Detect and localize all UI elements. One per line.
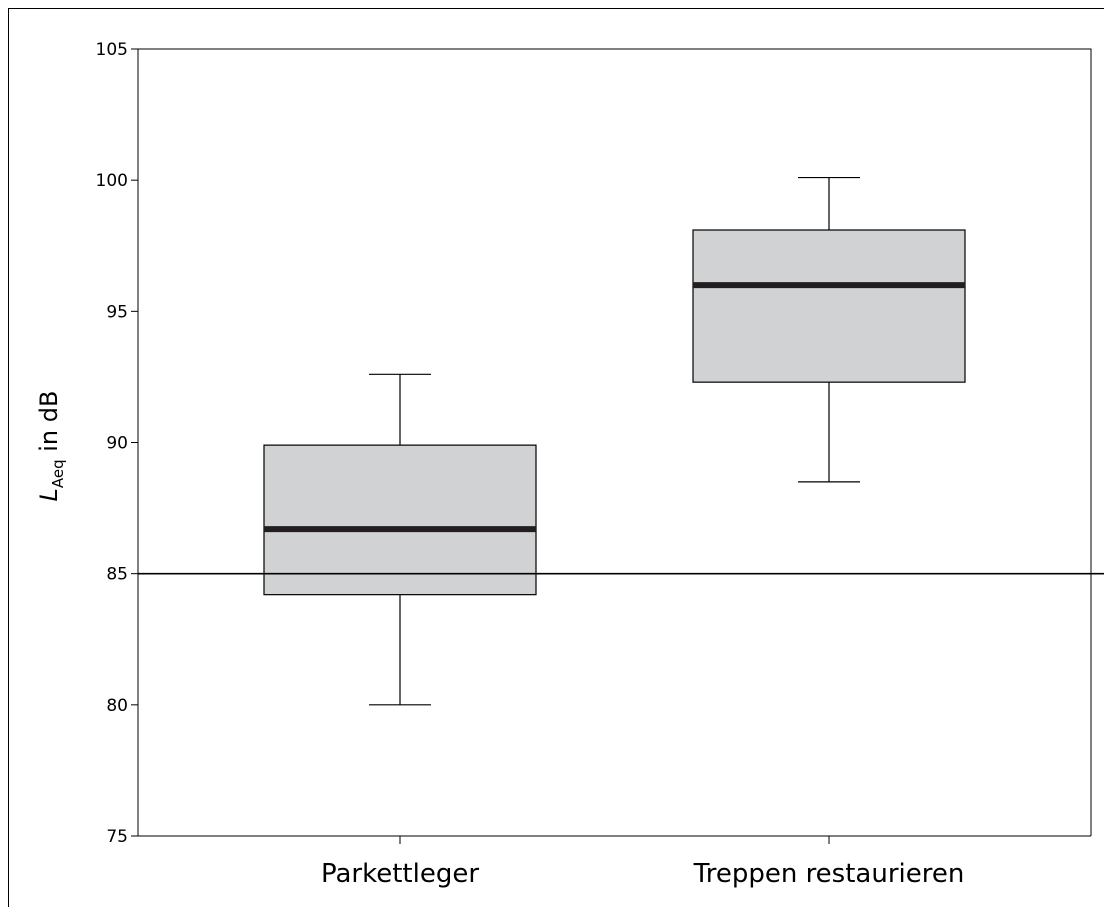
- chart-frame: [8, 8, 1104, 907]
- plot-area: [137, 48, 1092, 836]
- y-axis-label-unit: in dB: [35, 391, 63, 460]
- y-tick-label: 100: [96, 171, 128, 191]
- box-iqr: [263, 444, 537, 596]
- box-2: [692, 176, 966, 483]
- plot-border: [137, 48, 1092, 836]
- box-1: [263, 373, 537, 706]
- y-tick-label: 75: [106, 827, 128, 847]
- x-axis: Parkettleger Treppen restaurieren: [138, 835, 1091, 889]
- y-axis-label-symbol: L: [35, 488, 63, 501]
- x-category-label: Parkettleger: [321, 859, 479, 889]
- x-category-label: Treppen restaurieren: [693, 859, 965, 889]
- y-axis: 75 80 85 90 95 100 105: [96, 40, 138, 847]
- box-iqr: [692, 229, 966, 383]
- y-tick-label: 80: [106, 696, 128, 716]
- y-axis-label-subscript: Aeq: [49, 459, 67, 488]
- y-axis-label: LAeq in dB: [35, 391, 67, 502]
- y-tick-label: 105: [96, 40, 128, 60]
- y-tick-label: 85: [106, 565, 128, 585]
- y-tick-label: 90: [106, 434, 128, 454]
- y-tick-label: 95: [106, 302, 128, 322]
- boxes: [263, 176, 966, 706]
